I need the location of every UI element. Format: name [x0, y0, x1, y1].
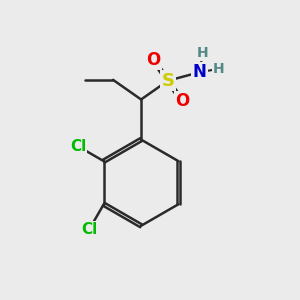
Text: S: S [161, 72, 174, 90]
Text: Cl: Cl [70, 139, 86, 154]
Text: O: O [175, 92, 190, 110]
Text: O: O [146, 51, 160, 69]
Text: H: H [213, 62, 224, 76]
Text: Cl: Cl [81, 223, 97, 238]
Text: H: H [197, 46, 208, 60]
Text: N: N [193, 63, 206, 81]
